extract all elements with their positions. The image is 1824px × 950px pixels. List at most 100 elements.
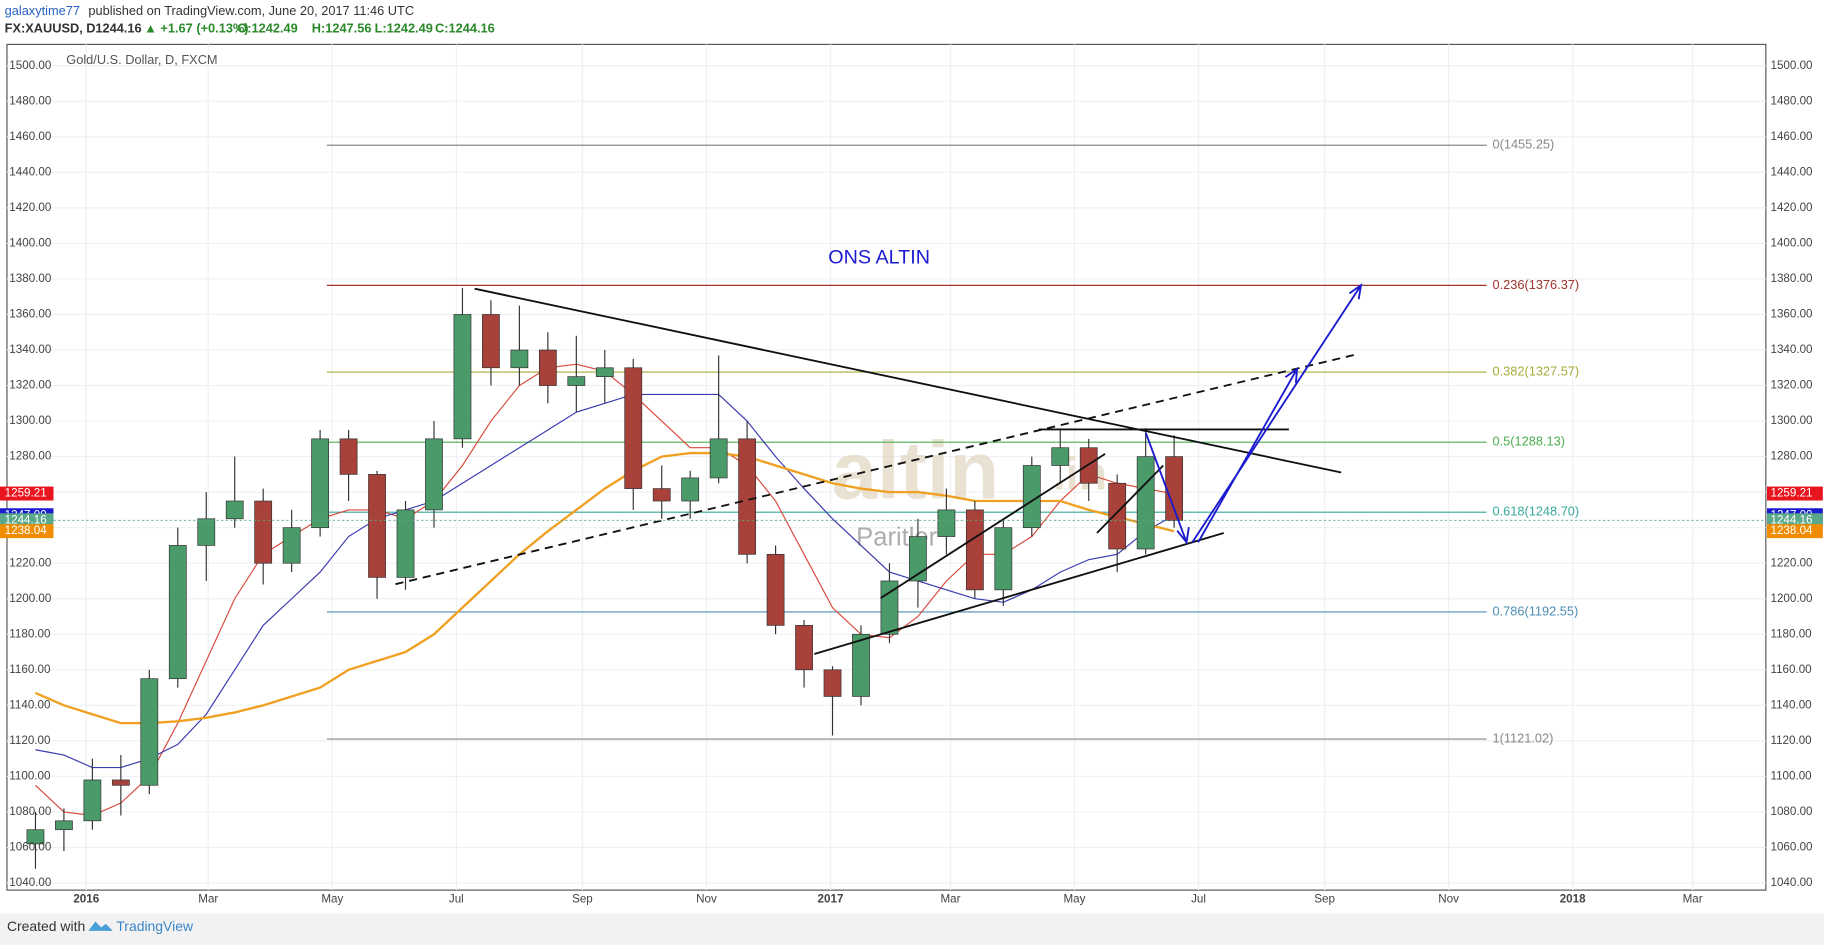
y-tick-label: 1200.00: [1770, 592, 1813, 605]
y-tick-label: 1060.00: [9, 841, 52, 854]
symbol: FX:XAUUSD, D: [5, 21, 96, 36]
price-tag: [1767, 524, 1823, 539]
candle-body: [738, 438, 757, 555]
footer-text: Created with: [7, 918, 85, 934]
y-tick-label: 1400.00: [9, 236, 52, 249]
close: C:1244.16: [435, 21, 495, 36]
candle-body: [909, 536, 927, 582]
x-tick-label: May: [1064, 892, 1086, 905]
moving-average: [35, 393, 1175, 769]
candle-body: [482, 314, 500, 369]
y-tick-label: 1280.00: [9, 450, 52, 463]
price-tag-label: 1259.21: [1770, 487, 1812, 500]
y-tick-label: 1360.00: [9, 308, 52, 321]
arrow: [1191, 283, 1363, 543]
trendline: [880, 453, 1106, 599]
candle-body: [254, 500, 273, 564]
y-tick-label: 1120.00: [1770, 734, 1812, 747]
arrow: [1197, 367, 1299, 543]
x-tick-label: Mar: [940, 892, 960, 905]
price-tag-label: 1238.04: [5, 524, 48, 537]
y-tick-label: 1360.00: [1770, 308, 1813, 321]
x-tick-label: Nov: [1438, 892, 1459, 905]
y-tick-label: 1160.00: [9, 663, 51, 676]
fib-levels: 0(1455.25) 0.236(1376.37) 0.382(1327.57) 0.…: [326, 137, 1579, 745]
y-tick-label: 1040.00: [1770, 876, 1813, 889]
price-tag: [1767, 513, 1823, 528]
logo: [88, 921, 113, 931]
candle-body: [225, 500, 244, 520]
x-tick-label: 2016: [73, 892, 99, 905]
price-tag-label: 1259.21: [5, 487, 47, 500]
x-tick-label: Mar: [198, 892, 218, 905]
candle-body: [852, 633, 870, 697]
fib-label: 0.618(1248.70): [1492, 504, 1579, 519]
trendline: [395, 352, 1359, 586]
x-tick-label: Jul: [449, 892, 464, 905]
candle-body: [168, 545, 187, 680]
y-tick-label: 1040.00: [9, 876, 52, 889]
y-tick-label: 1300.00: [9, 414, 52, 427]
arrow: [1144, 432, 1190, 545]
y-tick-label: 1200.00: [9, 592, 52, 605]
drawings: [395, 287, 1359, 655]
fib-label: 0(1455.25): [1492, 137, 1554, 152]
y-tick-label: 1140.00: [1770, 698, 1812, 711]
candle-body: [1108, 482, 1127, 550]
candle-body: [339, 438, 358, 475]
x-tick-label: Sep: [572, 892, 593, 905]
x-tick-label: Jul: [1191, 892, 1206, 905]
x-tick-label: Mar: [1683, 892, 1703, 905]
fib-label: 0.236(1376.37): [1492, 277, 1579, 292]
x-tick-label: Sep: [1314, 892, 1335, 905]
fib-label: 0.786(1192.55): [1492, 603, 1578, 618]
fib-label: 1(1121.02): [1492, 730, 1553, 745]
y-tick-label: 1320.00: [9, 379, 52, 392]
candle-body: [140, 678, 159, 786]
fib-label: 0.5(1288.13): [1492, 434, 1564, 449]
candle-body: [396, 509, 415, 578]
y-tick-label: 1160.00: [1770, 663, 1812, 676]
candle-body: [26, 829, 45, 845]
y-tick-label: 1280.00: [1770, 450, 1813, 463]
y-tick-label: 1140.00: [9, 698, 51, 711]
last-price: 1244.16: [95, 21, 141, 36]
candle-body: [425, 438, 443, 511]
candle-body: [1136, 456, 1155, 550]
candle-body: [197, 518, 216, 546]
y-tick-label: 1340.00: [9, 343, 52, 356]
price-tag-label: 1244.16: [1770, 513, 1812, 526]
footer-brand[interactable]: TradingView: [116, 918, 194, 934]
y-tick-label: 1420.00: [1770, 201, 1813, 214]
y-tick-label: 1480.00: [9, 94, 52, 107]
price-tag: [0, 486, 54, 501]
y-tick-label: 1500.00: [9, 59, 52, 72]
price-tag: [0, 513, 54, 528]
y-tick-label: 1080.00: [9, 805, 52, 818]
y-tick-label: 1380.00: [9, 272, 52, 285]
candle-body: [282, 527, 301, 564]
trendline: [1096, 464, 1164, 534]
y-tick-label: 1380.00: [1770, 272, 1813, 285]
candle-body: [624, 367, 643, 489]
candle-body: [510, 349, 529, 369]
candle-body: [567, 376, 586, 386]
x-tick-label: Nov: [696, 892, 717, 905]
annotation: ONS ALTIN: [828, 247, 930, 269]
candle-body: [1051, 447, 1070, 466]
arrows: [1144, 283, 1363, 545]
candle-body: [83, 779, 102, 822]
candle-body: [538, 349, 557, 386]
y-tick-label: 1100.00: [1770, 769, 1812, 782]
candle-body: [766, 553, 785, 626]
x-tick-label: May: [321, 892, 343, 905]
y-tick-label: 1480.00: [1770, 94, 1813, 107]
candle-body: [709, 438, 728, 479]
candle-body: [311, 438, 330, 529]
y-tick-label: 1440.00: [1770, 165, 1813, 178]
y-tick-label: 1420.00: [9, 201, 52, 214]
price-tag: [1767, 486, 1823, 501]
candle-body: [937, 509, 956, 537]
